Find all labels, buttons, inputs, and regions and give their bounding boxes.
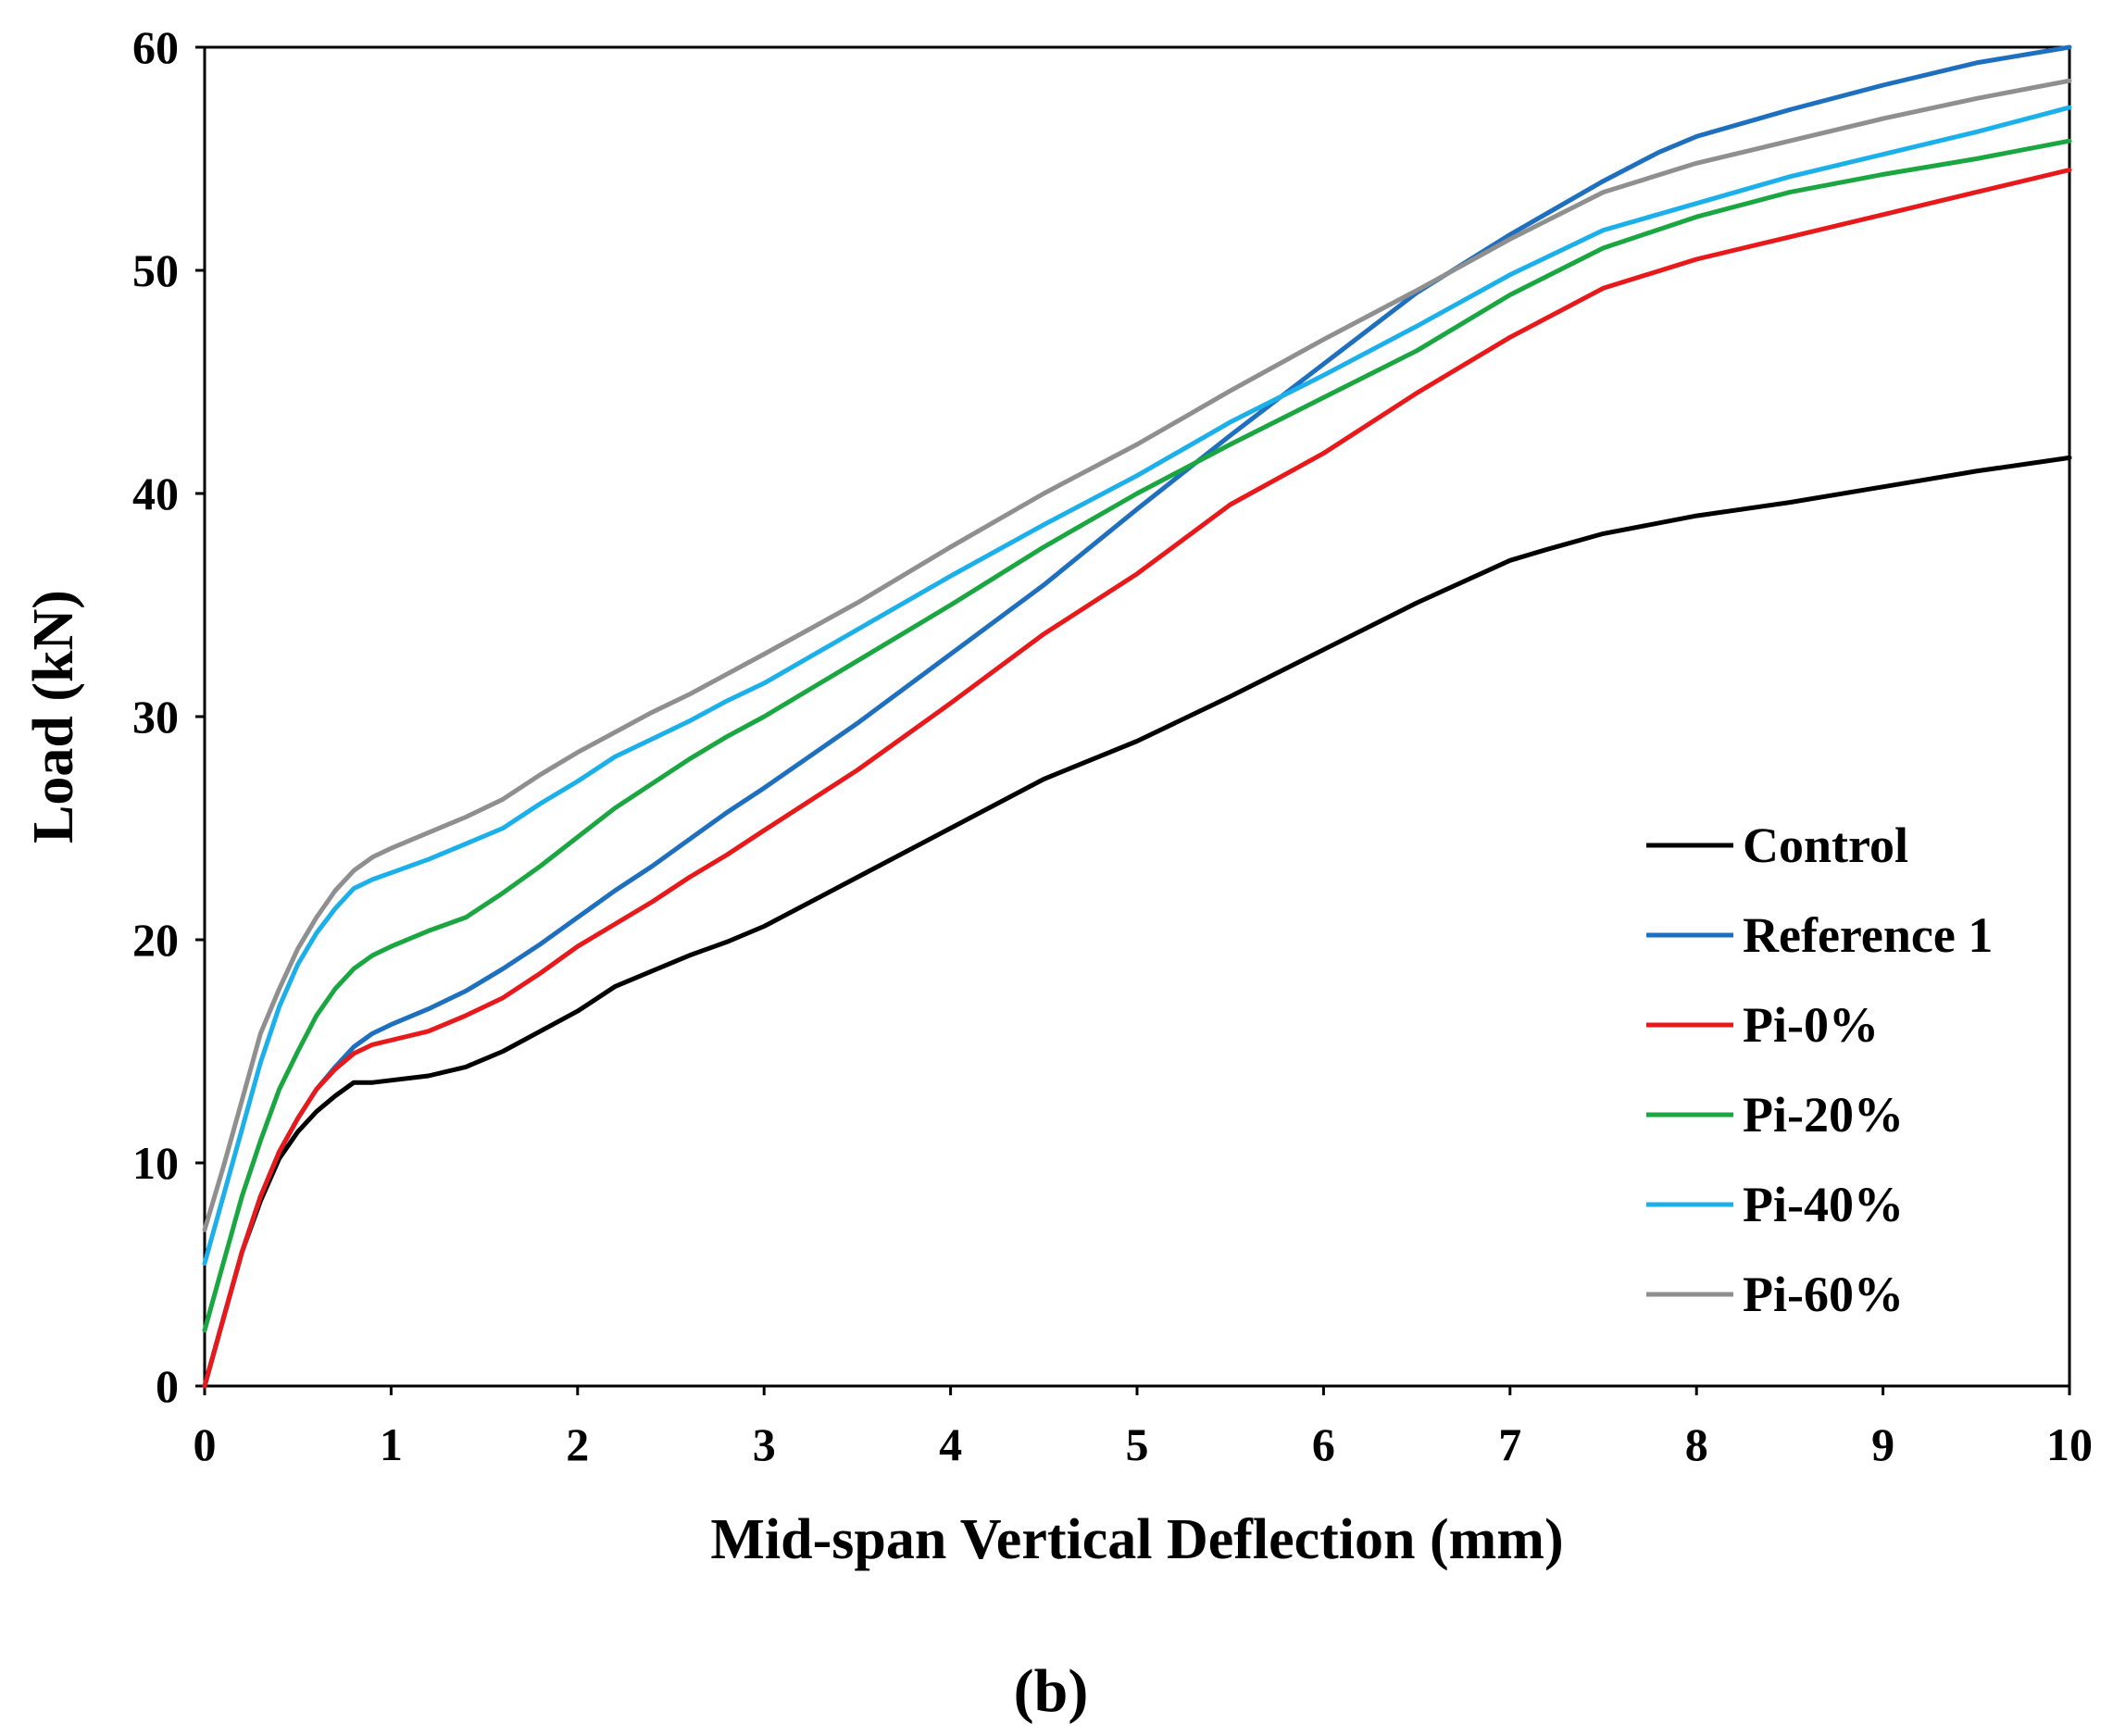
legend-label-control: Control (1743, 818, 1908, 873)
series-line-pi-40 (202, 105, 2072, 1266)
legend-label-pi-20: Pi-20% (1743, 1087, 1904, 1143)
x-axis-ticks: 0 1 2 3 4 5 6 7 8 9 10 (194, 1386, 2093, 1470)
x-tick-label: 0 (194, 1418, 217, 1470)
x-tick-label: 4 (939, 1418, 962, 1470)
legend-label-pi-60: Pi-60% (1743, 1267, 1904, 1322)
y-tick-label: 10 (132, 1137, 179, 1189)
x-tick-label: 5 (1126, 1418, 1149, 1470)
figure-caption: (b) (1014, 1657, 1089, 1725)
x-tick-label: 1 (380, 1418, 403, 1470)
y-axis-ticks: 0 10 20 30 40 50 60 (132, 21, 205, 1412)
y-tick-label: 30 (132, 691, 179, 743)
legend-label-pi-40: Pi-40% (1743, 1177, 1904, 1232)
x-tick-label: 9 (1871, 1418, 1894, 1470)
series-line-control (202, 455, 2072, 1389)
x-tick-label: 8 (1685, 1418, 1708, 1470)
x-tick-label: 3 (753, 1418, 776, 1470)
x-tick-label: 2 (566, 1418, 589, 1470)
y-tick-label: 40 (132, 468, 179, 519)
x-tick-label: 10 (2046, 1418, 2093, 1470)
y-axis-title: Load (kN) (22, 590, 85, 843)
legend-label-reference-1: Reference 1 (1743, 907, 1993, 963)
legend-label-pi-0: Pi-0% (1743, 997, 1879, 1053)
x-tick-label: 7 (1498, 1418, 1521, 1470)
y-tick-label: 0 (156, 1360, 179, 1412)
x-axis-title: Mid-span Vertical Deflection (mm) (710, 1508, 1563, 1571)
series-line-pi-20 (202, 138, 2072, 1333)
series-line-pi-0 (202, 168, 2072, 1389)
legend: Control Reference 1 Pi-0% Pi-20% Pi-40% Pi-60… (1646, 818, 1993, 1322)
series-line-pi-60 (202, 78, 2072, 1232)
series-layer (202, 44, 2072, 1389)
x-tick-label: 6 (1312, 1418, 1335, 1470)
y-tick-label: 60 (132, 21, 179, 73)
y-tick-label: 50 (132, 244, 179, 296)
y-tick-label: 20 (132, 914, 179, 966)
